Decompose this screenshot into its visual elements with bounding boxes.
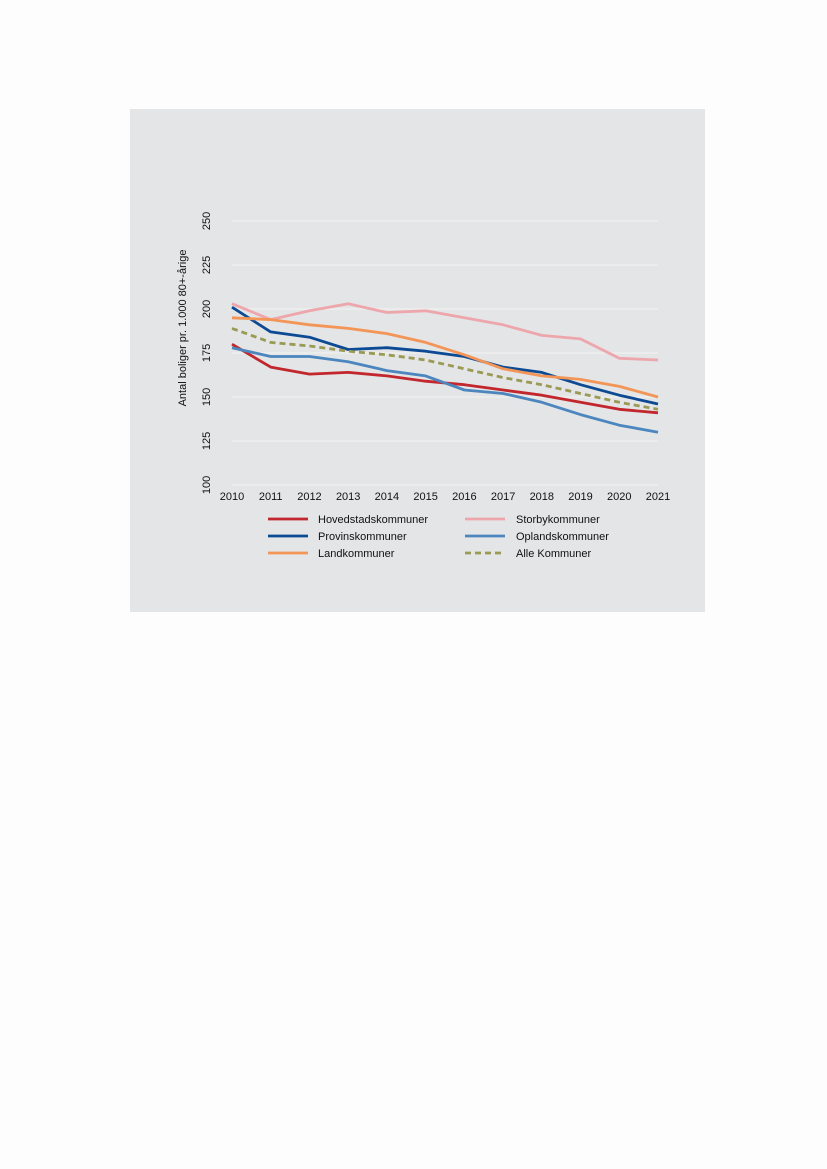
x-tick-label: 2013 [336, 491, 360, 503]
x-tick-label: 2021 [646, 491, 670, 503]
y-axis-ticks: 100 125 150 175 200 225 250 [201, 212, 213, 494]
series-line-alle-kommuner [231, 327, 659, 411]
legend-label: Provinskommuner [318, 531, 407, 543]
x-tick-label: 2010 [220, 491, 244, 503]
series-line-landkommuner [231, 316, 659, 399]
x-tick-label: 2016 [452, 491, 476, 503]
series-line-storbykommuner [231, 302, 659, 362]
x-tick-label: 2014 [375, 491, 399, 503]
y-axis-title: Antal boliger pr. 1.000 80+-årige [177, 250, 189, 407]
y-tick-label: 125 [201, 432, 213, 450]
x-axis-ticks: 2010 2011 2012 2013 2014 2015 2016 2017 2018 2019… [220, 491, 670, 503]
x-tick-label: 2020 [607, 491, 631, 503]
gridlines [232, 220, 658, 486]
y-tick-label: 250 [201, 212, 213, 230]
x-tick-label: 2017 [491, 491, 515, 503]
y-tick-label: 100 [201, 476, 213, 494]
legend-label: Storbykommuner [516, 514, 600, 526]
y-tick-label: 200 [201, 300, 213, 318]
x-tick-label: 2011 [259, 491, 283, 503]
legend: Hovedstadskommuner Storbykommuner Provinsk… [268, 514, 609, 560]
legend-label: Landkommuner [318, 548, 395, 560]
legend-label: Hovedstadskommuner [318, 514, 428, 526]
x-tick-label: 2012 [297, 491, 321, 503]
x-tick-label: 2018 [530, 491, 554, 503]
series-lines [231, 302, 659, 434]
y-tick-label: 225 [201, 256, 213, 274]
series-line-oplandskommuner [231, 346, 659, 434]
x-tick-label: 2015 [413, 491, 437, 503]
chart-panel: 100 125 150 175 200 225 250 2010 2011 2012 2013 20… [130, 109, 705, 612]
legend-label: Alle Kommuner [516, 548, 592, 560]
y-tick-label: 175 [201, 344, 213, 362]
series-line-provinskommuner [231, 306, 659, 406]
x-tick-label: 2019 [568, 491, 592, 503]
legend-label: Oplandskommuner [516, 531, 609, 543]
y-tick-label: 150 [201, 388, 213, 406]
